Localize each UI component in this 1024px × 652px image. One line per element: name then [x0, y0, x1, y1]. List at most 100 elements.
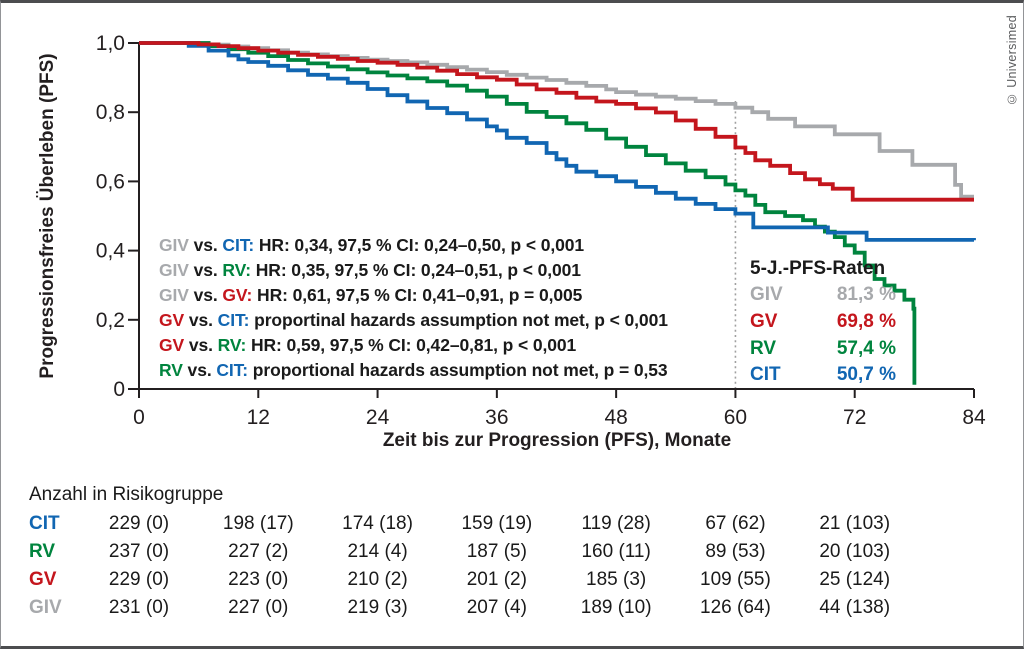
- y-tick-label: 0,6: [96, 170, 125, 193]
- risk-row-label: GIV: [29, 597, 62, 618]
- risk-row-cit: CIT 229 (0) 198 (17) 174 (18) 159 (19) 119 (2…: [1, 512, 1024, 536]
- stats-annotations: GIV vs. CIT: HR: 0,34, 97,5 % CI: 0,24–0…: [159, 233, 668, 383]
- risk-value: 198 (17): [222, 513, 294, 534]
- km-chart: 0 0,2 0,4 0,6 0,8 1,0 0 12 24 36 48 60 72 84 Zeit bis …: [37, 32, 986, 451]
- risk-table-header: Anzahl in Risikogruppe: [29, 484, 224, 505]
- stats-segment: vs.: [184, 310, 218, 330]
- stats-segment: GIV: [159, 235, 189, 255]
- km-curve-cit: [139, 41, 976, 242]
- copyright-label: © Universimed: [1005, 15, 1019, 106]
- x-tick-label: 12: [247, 406, 270, 429]
- stats-segment: RV: [159, 360, 183, 380]
- legend-row-cit: CIT 50,7 %: [750, 362, 896, 389]
- risk-row-giv: GIV 231 (0) 227 (0) 219 (3) 207 (4) 189 (10) 1…: [1, 596, 1024, 620]
- y-tick-label: 1,0: [96, 32, 125, 55]
- x-tick-label: 72: [843, 406, 866, 429]
- stats-segment: vs.: [188, 235, 223, 255]
- stats-segment: RV:: [222, 260, 251, 280]
- risk-value: 89 (53): [705, 541, 766, 562]
- legend-series-value: 81,3 %: [836, 284, 896, 305]
- risk-value: 187 (5): [466, 541, 527, 562]
- risk-value: 231 (0): [108, 597, 170, 618]
- risk-value: 160 (11): [581, 541, 651, 562]
- risk-value: 227 (0): [228, 597, 289, 618]
- risk-row-label: GV: [29, 569, 57, 590]
- stats-segment: CIT:: [217, 310, 250, 330]
- stats-line: GV vs. RV: HR: 0,59, 97,5 % CI: 0,42–0,8…: [159, 333, 668, 358]
- risk-value: 210 (2): [347, 569, 408, 590]
- stats-segment: HR: 0,34, 97,5 % CI: 0,24–0,50, p < 0,00…: [254, 235, 585, 255]
- risk-value: 201 (2): [466, 569, 527, 590]
- x-tick-label: 60: [724, 406, 747, 429]
- risk-value: 185 (3): [586, 569, 647, 590]
- stats-segment: vs.: [188, 285, 223, 305]
- risk-value: 67 (62): [705, 513, 766, 534]
- risk-value: 237 (0): [108, 541, 170, 562]
- risk-value: 25 (124): [819, 569, 891, 590]
- x-tick-label: 24: [366, 406, 390, 429]
- stats-segment: RV:: [217, 335, 247, 355]
- risk-value: 119 (28): [581, 513, 651, 534]
- risk-row-label: RV: [29, 541, 56, 562]
- stats-segment: proportinal hazards assumption not met, …: [249, 310, 668, 330]
- legend-title: 5-J.-PFS-Raten: [750, 258, 886, 279]
- stats-segment: GIV: [159, 260, 189, 280]
- risk-row-label: CIT: [29, 513, 60, 534]
- x-tick-label: 0: [133, 406, 145, 429]
- risk-value: 44 (138): [819, 597, 891, 618]
- risk-value: 227 (2): [228, 541, 289, 562]
- stats-segment: CIT:: [222, 235, 255, 255]
- risk-value: 189 (10): [580, 597, 652, 618]
- risk-row-gv: GV 229 (0) 223 (0) 210 (2) 201 (2) 185 (3) 109…: [1, 568, 1024, 592]
- stats-line: GV vs. CIT: proportinal hazards assumpti…: [159, 308, 668, 333]
- km-curve-rv: [139, 41, 917, 385]
- stats-segment: vs.: [182, 360, 217, 380]
- legend-row-gv: GV 69,8 %: [750, 309, 896, 336]
- risk-value: 20 (103): [819, 541, 891, 562]
- stats-segment: HR: 0,35, 97,5 % CI: 0,24–0,51, p < 0,00…: [250, 260, 581, 280]
- risk-row-rv: RV 237 (0) 227 (2) 214 (4) 187 (5) 160 (11) 89…: [1, 540, 1024, 564]
- risk-value: 229 (0): [108, 569, 170, 590]
- five-year-pfs-legend: 5-J.-PFS-Raten GIV 81,3 % GV 69,8 % RV 57,4 %…: [750, 256, 896, 389]
- y-tick-label: 0,8: [96, 101, 125, 124]
- stats-segment: proportional hazards assumption not met,…: [248, 360, 668, 380]
- stats-line: GIV vs. GV: HR: 0,61, 97,5 % CI: 0,41–0,…: [159, 283, 668, 308]
- stats-segment: GIV: [159, 285, 189, 305]
- x-tick-label: 36: [485, 406, 508, 429]
- km-curve-giv: [139, 41, 974, 199]
- y-tick-label: 0,2: [96, 309, 125, 332]
- legend-row-giv: GIV 81,3 %: [750, 282, 896, 309]
- stats-segment: vs.: [184, 335, 218, 355]
- stats-segment: CIT:: [216, 360, 249, 380]
- stats-line: GIV vs. RV: HR: 0,35, 97,5 % CI: 0,24–0,…: [159, 258, 668, 283]
- risk-value: 223 (0): [228, 569, 289, 590]
- legend-series-value: 50,7 %: [836, 364, 896, 386]
- risk-value: 159 (19): [461, 513, 533, 534]
- x-axis-title: Zeit bis zur Progression (PFS), Monate: [383, 430, 731, 451]
- stats-segment: GV: [159, 310, 185, 330]
- risk-value: 109 (55): [700, 569, 771, 590]
- risk-value: 21 (103): [819, 513, 891, 534]
- stats-segment: HR: 0,59, 97,5 % CI: 0,42–0,81, p < 0,00…: [246, 335, 577, 355]
- stats-segment: GV: [159, 335, 185, 355]
- stats-segment: GV:: [222, 285, 253, 305]
- legend-row-rv: RV 57,4 %: [750, 336, 896, 363]
- stats-segment: HR: 0,61, 97,5 % CI: 0,41–0,91, p = 0,00…: [252, 285, 583, 305]
- x-tick-label: 84: [962, 406, 986, 429]
- risk-value: 219 (3): [347, 597, 408, 618]
- y-tick-label: 0: [113, 378, 125, 401]
- risk-value: 207 (4): [466, 597, 527, 618]
- y-axis-title: Progressionsfreies Überleben (PFS): [37, 53, 58, 378]
- legend-series-value: 57,4 %: [836, 337, 896, 359]
- legend-series-label: RV: [750, 337, 777, 359]
- y-tick-label: 0,4: [96, 240, 126, 263]
- legend-series-label: GV: [750, 310, 778, 332]
- legend-series-label: CIT: [750, 364, 781, 386]
- risk-value: 214 (4): [347, 541, 408, 562]
- stats-line: RV vs. CIT: proportional hazards assumpt…: [159, 358, 668, 383]
- legend-series-label: GIV: [750, 284, 783, 305]
- risk-value: 174 (18): [342, 513, 413, 534]
- stats-line: GIV vs. CIT: HR: 0,34, 97,5 % CI: 0,24–0…: [159, 233, 668, 258]
- legend-series-value: 69,8 %: [836, 310, 896, 332]
